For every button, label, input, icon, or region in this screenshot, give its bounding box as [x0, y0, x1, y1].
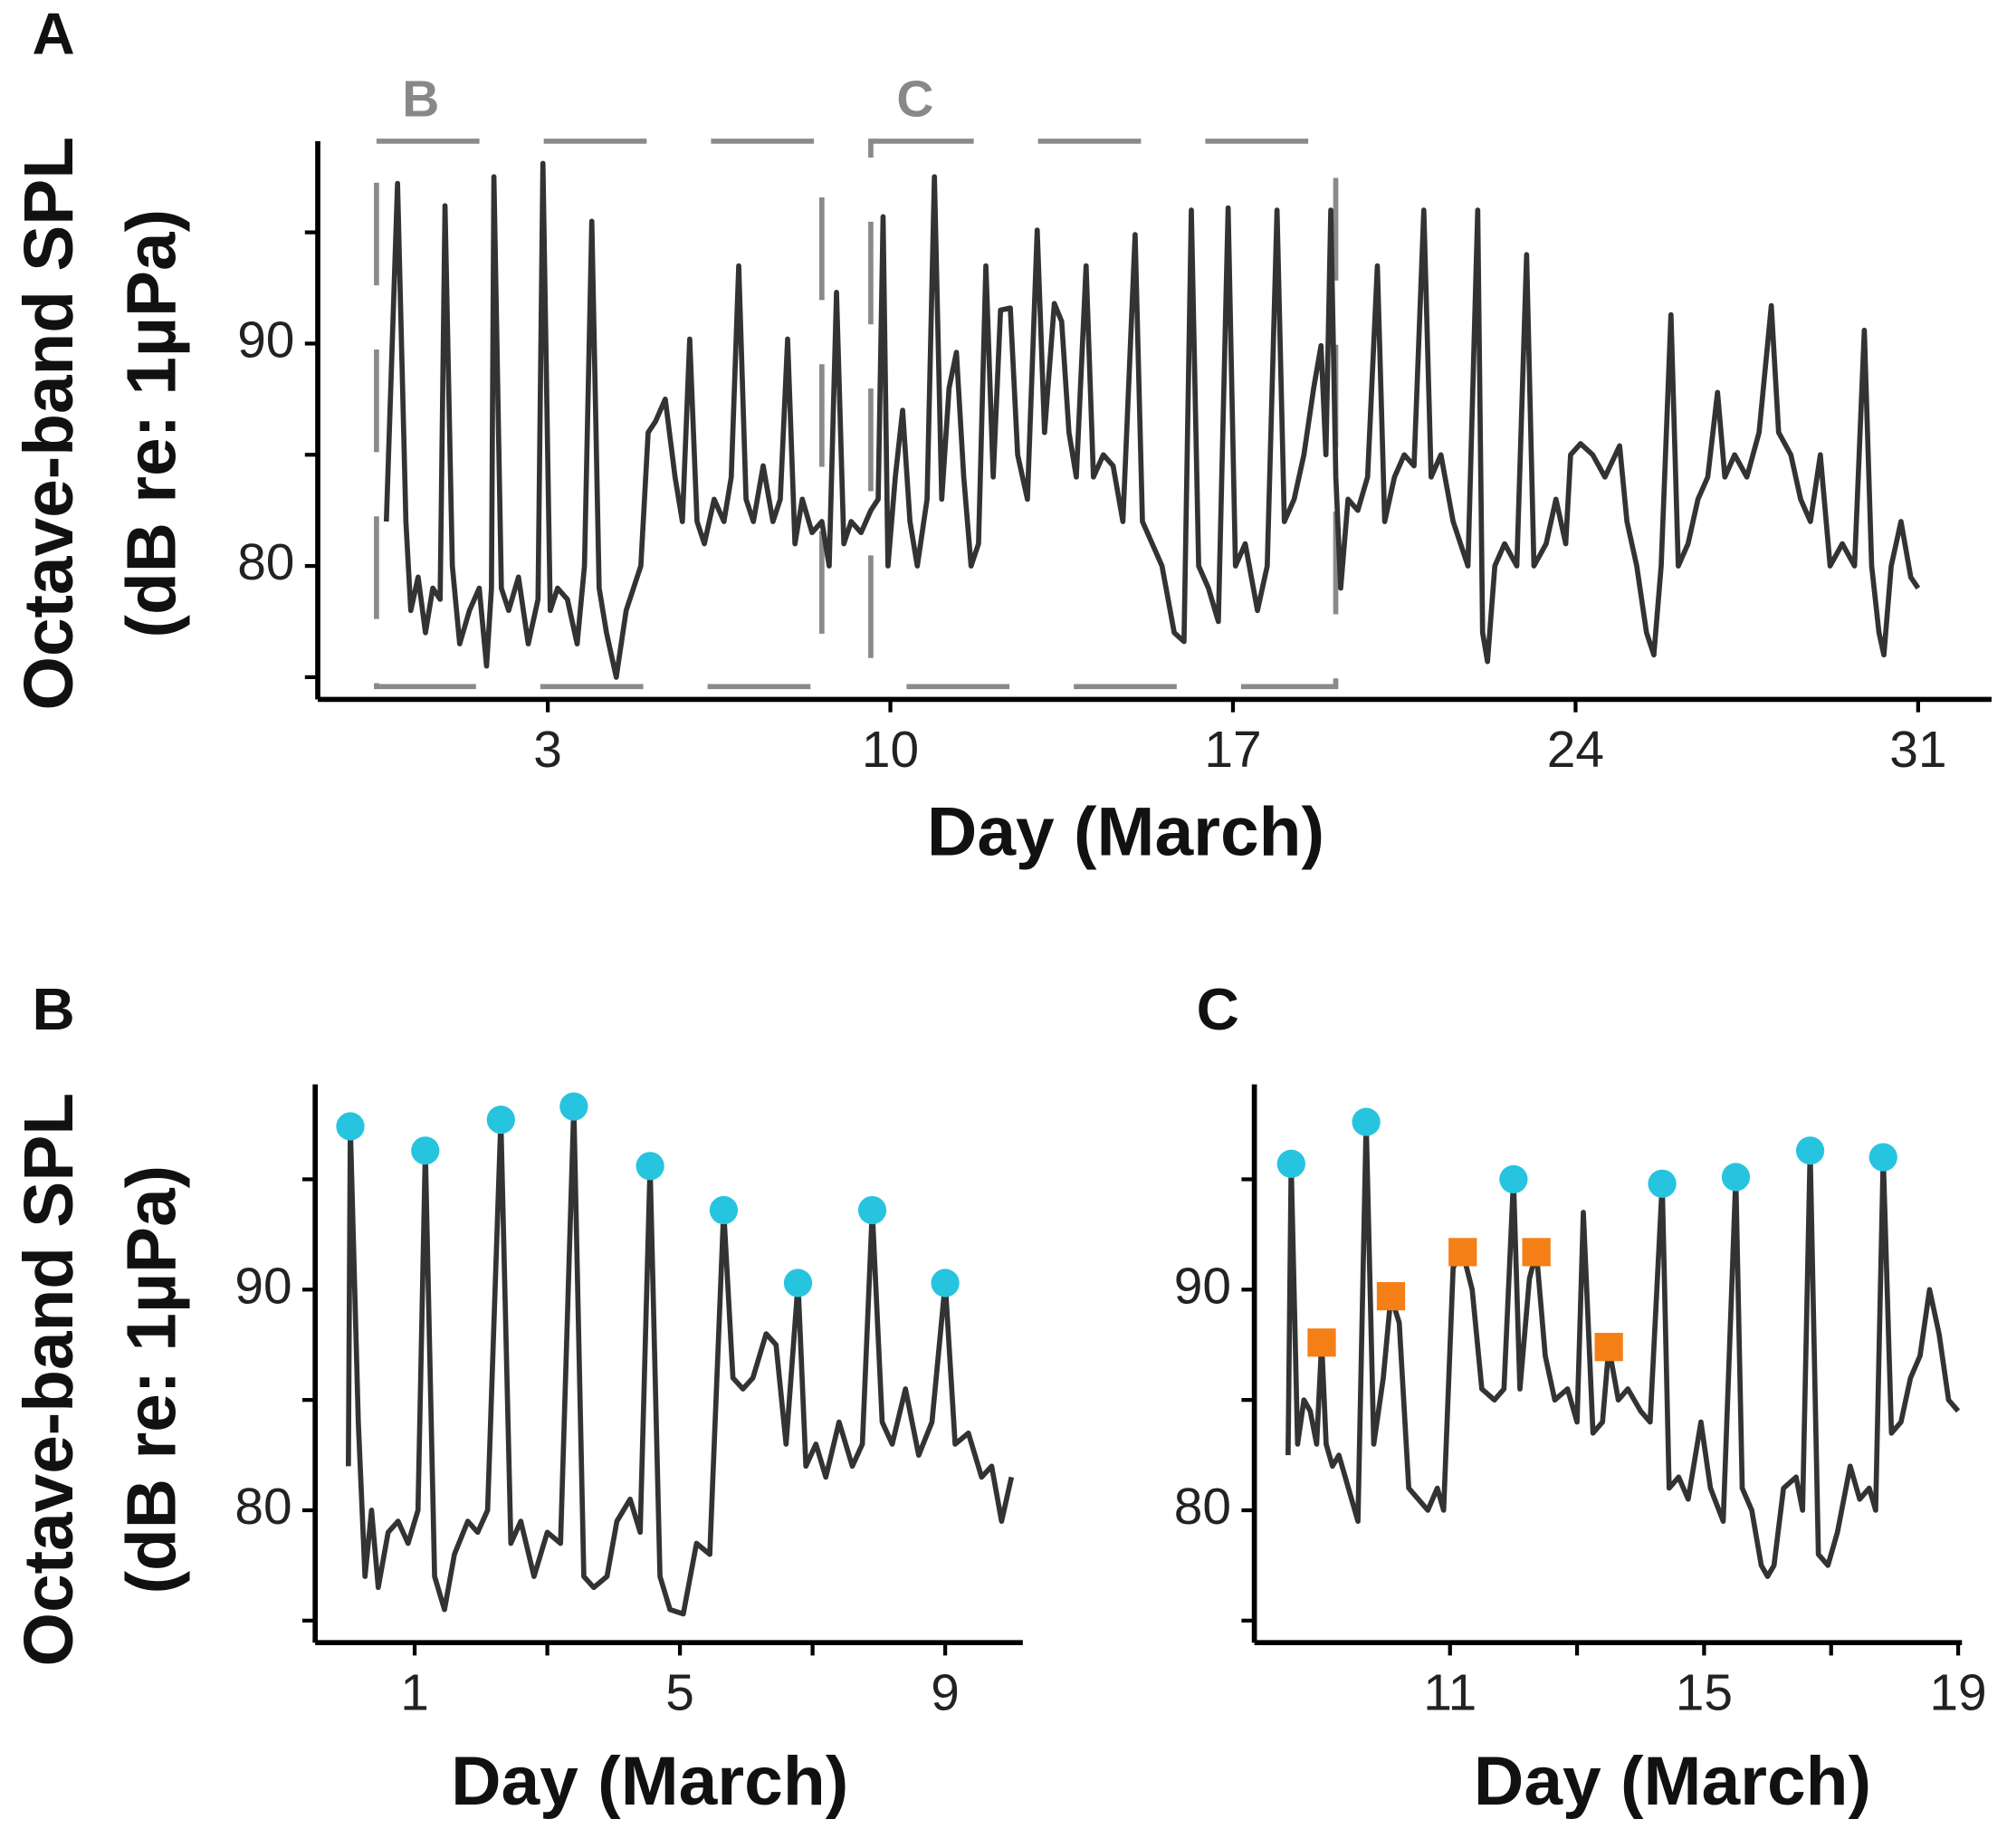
- panel-letter: A: [33, 1, 75, 67]
- circle-marker: [1795, 1136, 1825, 1165]
- x-tick-label: 3: [533, 722, 562, 779]
- circle-marker: [709, 1195, 739, 1225]
- y-axis-label: Octave-band SPL: [11, 137, 88, 711]
- zoom-box-label: B: [402, 71, 439, 128]
- y-axis-label: Octave-band SPL: [11, 1093, 88, 1667]
- circle-marker: [931, 1269, 960, 1297]
- panel-letter: B: [33, 976, 75, 1042]
- square-marker: [1307, 1328, 1336, 1357]
- circle-marker: [1648, 1169, 1677, 1198]
- circle-marker: [1721, 1163, 1751, 1192]
- circle-marker: [1499, 1164, 1528, 1194]
- circle-marker: [857, 1195, 887, 1225]
- data-line: [1285, 1119, 1961, 1579]
- x-tick-label: 19: [1929, 1665, 1986, 1722]
- zoom-box-label: C: [896, 71, 933, 128]
- x-tick-label: 10: [862, 722, 919, 779]
- square-marker: [1594, 1333, 1623, 1362]
- y-tick-label: 90: [237, 311, 294, 369]
- y-axis-label: (dB re: 1µPa): [114, 1165, 191, 1594]
- y-tick-label: 80: [234, 1479, 291, 1536]
- square-marker: [1376, 1282, 1406, 1311]
- x-tick-label: 24: [1547, 722, 1604, 779]
- x-axis-label: Day (March): [927, 793, 1324, 870]
- circle-marker: [636, 1152, 664, 1181]
- x-tick-label: 9: [931, 1665, 960, 1722]
- circle-marker: [411, 1136, 440, 1165]
- circle-marker: [559, 1092, 588, 1121]
- x-tick-label: 11: [1423, 1665, 1477, 1722]
- zoom-box: [374, 139, 825, 690]
- panel-letter: C: [1197, 976, 1239, 1042]
- y-tick-label: 80: [1174, 1479, 1231, 1536]
- data-line: [346, 1104, 1015, 1617]
- square-marker: [1448, 1238, 1477, 1267]
- x-tick-label: 17: [1204, 722, 1261, 779]
- circle-marker: [1352, 1107, 1381, 1136]
- x-tick-label: 15: [1676, 1665, 1733, 1722]
- y-tick-label: 80: [237, 534, 294, 591]
- x-axis-label: Day (March): [451, 1743, 848, 1820]
- circle-marker: [1276, 1149, 1305, 1178]
- y-tick-label: 90: [234, 1258, 291, 1315]
- square-marker: [1522, 1238, 1551, 1267]
- x-axis-label: Day (March): [1474, 1743, 1871, 1820]
- y-tick-label: 90: [1174, 1258, 1231, 1315]
- y-axis-label: (dB re: 1µPa): [114, 209, 191, 638]
- circle-marker: [336, 1112, 365, 1141]
- x-tick-label: 31: [1889, 722, 1946, 779]
- data-line: [383, 160, 1921, 680]
- x-tick-label: 5: [665, 1665, 694, 1722]
- circle-marker: [486, 1106, 515, 1135]
- x-tick-label: 1: [400, 1665, 429, 1722]
- circle-marker: [783, 1269, 813, 1297]
- circle-marker: [1868, 1143, 1897, 1172]
